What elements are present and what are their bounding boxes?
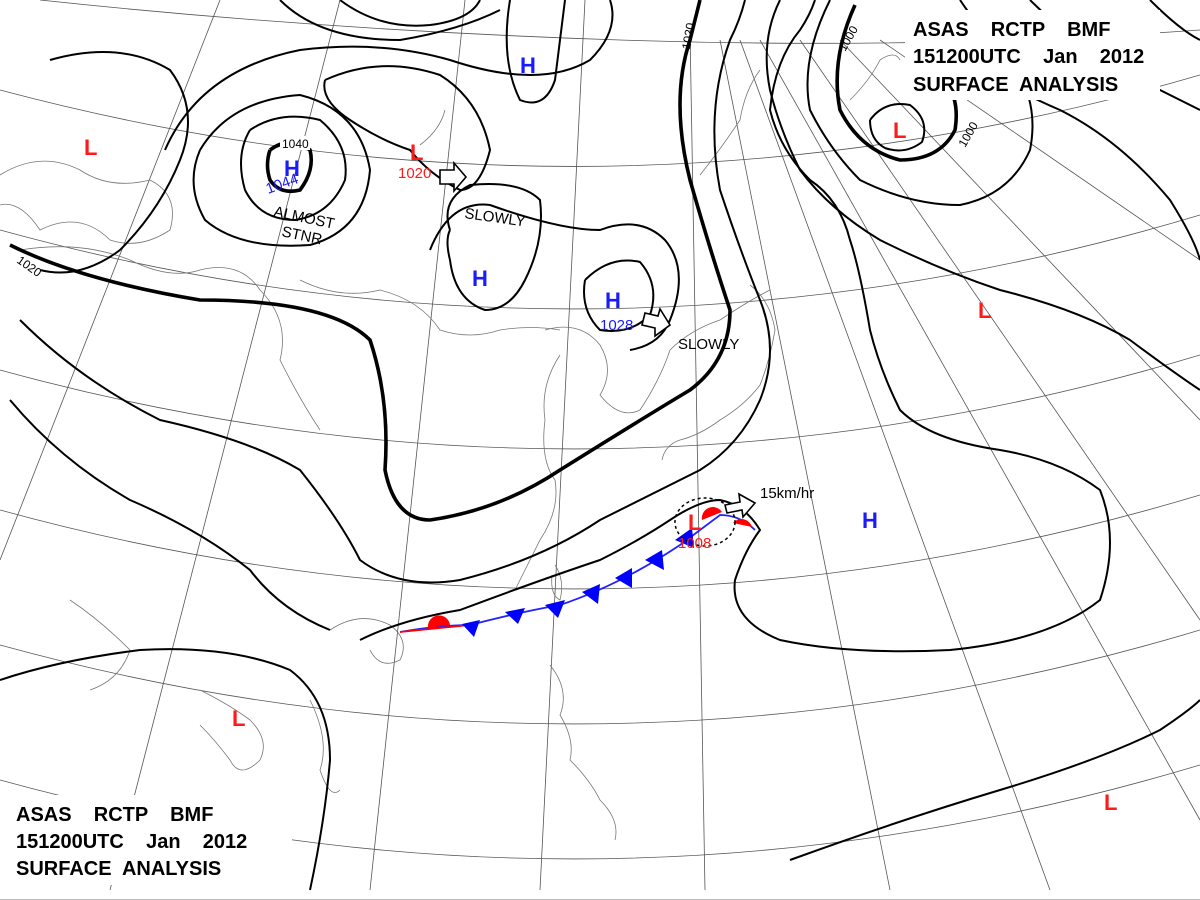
cold-front-symbol — [645, 550, 664, 570]
high-symbol: H — [605, 288, 621, 313]
warm-front-segment — [399, 624, 471, 633]
isobar — [765, 0, 1200, 391]
isobar-1020-bold — [9, 0, 732, 522]
cold-front-symbol — [675, 528, 694, 548]
coastlines — [0, 54, 901, 841]
coastline — [0, 160, 173, 244]
warm-front-symbol — [733, 519, 752, 527]
header-mask — [12, 795, 292, 885]
high-symbol: H — [472, 266, 488, 291]
header-line: 151200UTC Jan 2012 — [913, 46, 1144, 68]
low-symbol: L — [978, 298, 991, 323]
isobar — [9, 399, 331, 631]
isobar — [359, 0, 1111, 653]
border — [69, 599, 131, 691]
isobar — [1149, 0, 1200, 41]
header-mask — [905, 10, 1160, 100]
cold-front-symbol — [462, 620, 480, 637]
header-line: ASAS RCTP BMF — [16, 804, 213, 826]
isobar — [39, 51, 189, 274]
isobar-label: 1040 — [282, 137, 309, 151]
latitude-line — [0, 354, 1200, 450]
isobar — [505, 0, 566, 104]
isobar — [339, 0, 481, 27]
low-symbol: L — [1104, 790, 1117, 815]
longitude-line — [739, 39, 1051, 891]
high-symbol: H — [284, 156, 300, 181]
coastline-sakhalin — [699, 69, 761, 176]
isobar — [429, 203, 680, 351]
movement-arrow-icon — [641, 307, 672, 338]
coastline-south-china — [329, 618, 404, 664]
pressure-value: 1008 — [678, 535, 711, 552]
movement-arrows — [439, 160, 757, 519]
latitude-line — [0, 214, 1200, 310]
longitude-line — [369, 0, 466, 891]
movement-arrow-icon — [724, 492, 757, 519]
isobar — [19, 0, 771, 584]
warm-front-symbol — [427, 615, 450, 628]
label-mask — [280, 136, 310, 150]
isobar — [164, 0, 614, 151]
low-symbol: L — [410, 140, 423, 165]
isobar-1000 — [835, 4, 959, 162]
coastline-vietnam — [309, 699, 341, 793]
low-symbol: L — [232, 706, 245, 731]
isobar — [446, 183, 542, 312]
isobar-label: 1020 — [679, 21, 697, 50]
high-symbol: H — [520, 53, 536, 78]
header-line: ASAS RCTP BMF — [913, 19, 1110, 41]
speed-label: 15km/hr — [760, 485, 814, 502]
low-symbol: L — [893, 118, 906, 143]
header-top-right: ASAS RCTP BMF 151200UTC Jan 2012 SURFACE… — [905, 10, 1160, 100]
header-line: SURFACE ANALYSIS — [913, 74, 1118, 96]
longitude-line — [719, 39, 891, 891]
annotations: ALMOST STNR SLOWLY SLOWLY 15km/hr — [272, 203, 814, 502]
cold-front-symbol — [582, 584, 600, 604]
isobar — [279, 0, 501, 42]
longitude-line — [539, 0, 586, 891]
low-symbol: L — [84, 135, 97, 160]
header-line: SURFACE ANALYSIS — [16, 858, 221, 880]
slowly-label: SLOWLY — [678, 336, 739, 353]
header-line: 151200UTC Jan 2012 — [16, 831, 247, 853]
warm-front-symbol — [701, 507, 722, 520]
header-bottom-left: ASAS RCTP BMF 151200UTC Jan 2012 SURFACE… — [12, 795, 292, 885]
cold-front-symbol — [545, 600, 565, 618]
low-symbol: L — [688, 510, 701, 535]
low-dashed-circle — [674, 497, 736, 547]
longitude-line — [799, 39, 1200, 621]
isobar — [869, 103, 926, 152]
longitude-line — [689, 29, 706, 891]
coastline-kamchatka — [849, 54, 901, 101]
pressure-centers: H 1044 H H H 1028 H L 1020 L L L L 1008 … — [84, 53, 1117, 815]
border — [19, 246, 321, 431]
coastline-philippines — [549, 664, 617, 841]
coastline-china — [514, 354, 561, 591]
isobar — [0, 648, 332, 891]
cold-front-symbol — [505, 608, 525, 624]
cold-front-symbol — [615, 568, 632, 588]
isobar — [240, 115, 347, 222]
pressure-value: 1028 — [600, 317, 633, 334]
longitude-line — [759, 39, 1200, 821]
pressure-value: 1020 — [398, 165, 431, 182]
high-symbol: H — [862, 508, 878, 533]
coastline-korea — [544, 289, 771, 414]
border — [299, 279, 561, 336]
movement-arrow-icon — [439, 160, 468, 194]
coastline-indochina — [199, 689, 264, 771]
latitude-line — [0, 629, 1200, 725]
coastline — [419, 109, 446, 146]
coastline-japan — [661, 284, 776, 461]
isobar — [192, 93, 372, 247]
front-system — [399, 497, 756, 637]
isobar — [789, 699, 1200, 861]
latitude-line — [0, 74, 1200, 167]
